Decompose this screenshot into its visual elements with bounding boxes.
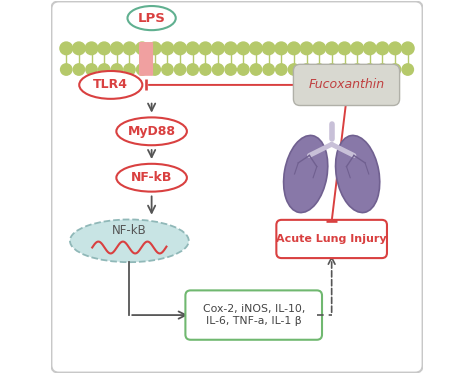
Circle shape: [61, 64, 72, 75]
Circle shape: [313, 42, 326, 55]
Circle shape: [364, 64, 375, 75]
Circle shape: [174, 64, 186, 75]
Circle shape: [174, 42, 186, 55]
Ellipse shape: [116, 117, 187, 145]
Circle shape: [224, 42, 237, 55]
Circle shape: [275, 64, 287, 75]
Circle shape: [263, 64, 274, 75]
Circle shape: [225, 64, 237, 75]
Circle shape: [123, 42, 136, 55]
FancyBboxPatch shape: [293, 64, 400, 105]
Circle shape: [326, 64, 337, 75]
Circle shape: [237, 64, 249, 75]
Circle shape: [402, 64, 413, 75]
Circle shape: [288, 64, 300, 75]
Circle shape: [200, 64, 211, 75]
Circle shape: [73, 64, 84, 75]
Circle shape: [250, 64, 262, 75]
Circle shape: [338, 42, 351, 55]
Text: Cox-2, iNOS, IL-10,
IL-6, TNF-a, IL-1 β: Cox-2, iNOS, IL-10, IL-6, TNF-a, IL-1 β: [202, 304, 305, 326]
Circle shape: [275, 42, 288, 55]
Circle shape: [136, 42, 148, 55]
Circle shape: [237, 42, 250, 55]
Circle shape: [187, 64, 199, 75]
Circle shape: [376, 42, 389, 55]
Circle shape: [99, 64, 110, 75]
Ellipse shape: [79, 71, 142, 99]
Circle shape: [351, 42, 364, 55]
Circle shape: [86, 64, 97, 75]
Circle shape: [162, 64, 173, 75]
Circle shape: [288, 42, 300, 55]
Circle shape: [199, 42, 212, 55]
Circle shape: [85, 42, 98, 55]
Circle shape: [390, 64, 401, 75]
FancyBboxPatch shape: [51, 1, 423, 373]
Text: NF-kB: NF-kB: [112, 224, 147, 237]
Circle shape: [262, 42, 275, 55]
Text: MyD88: MyD88: [128, 125, 176, 138]
Circle shape: [98, 42, 110, 55]
Circle shape: [364, 42, 376, 55]
Text: Fucoxanthin: Fucoxanthin: [309, 79, 384, 91]
Circle shape: [401, 42, 414, 55]
FancyBboxPatch shape: [185, 290, 322, 340]
Circle shape: [300, 42, 313, 55]
Text: NF-kB: NF-kB: [131, 171, 173, 184]
Ellipse shape: [128, 6, 176, 30]
Circle shape: [148, 42, 161, 55]
Circle shape: [137, 64, 148, 75]
Circle shape: [377, 64, 388, 75]
Circle shape: [326, 42, 338, 55]
Ellipse shape: [336, 135, 380, 212]
Circle shape: [110, 42, 123, 55]
Circle shape: [313, 64, 325, 75]
FancyBboxPatch shape: [276, 220, 387, 258]
FancyBboxPatch shape: [139, 42, 153, 76]
Circle shape: [212, 42, 224, 55]
Circle shape: [389, 42, 401, 55]
Text: TLR4: TLR4: [93, 79, 128, 91]
Text: Acute Lung Injury: Acute Lung Injury: [276, 234, 387, 244]
Circle shape: [124, 64, 135, 75]
Text: LPS: LPS: [137, 12, 165, 25]
Circle shape: [250, 42, 262, 55]
Circle shape: [149, 64, 161, 75]
Ellipse shape: [70, 220, 189, 262]
Circle shape: [339, 64, 350, 75]
Circle shape: [73, 42, 85, 55]
Circle shape: [161, 42, 174, 55]
Circle shape: [212, 64, 224, 75]
Circle shape: [111, 64, 122, 75]
Circle shape: [352, 64, 363, 75]
Circle shape: [60, 42, 73, 55]
Circle shape: [301, 64, 312, 75]
Circle shape: [186, 42, 199, 55]
Ellipse shape: [283, 135, 328, 212]
Ellipse shape: [116, 164, 187, 191]
